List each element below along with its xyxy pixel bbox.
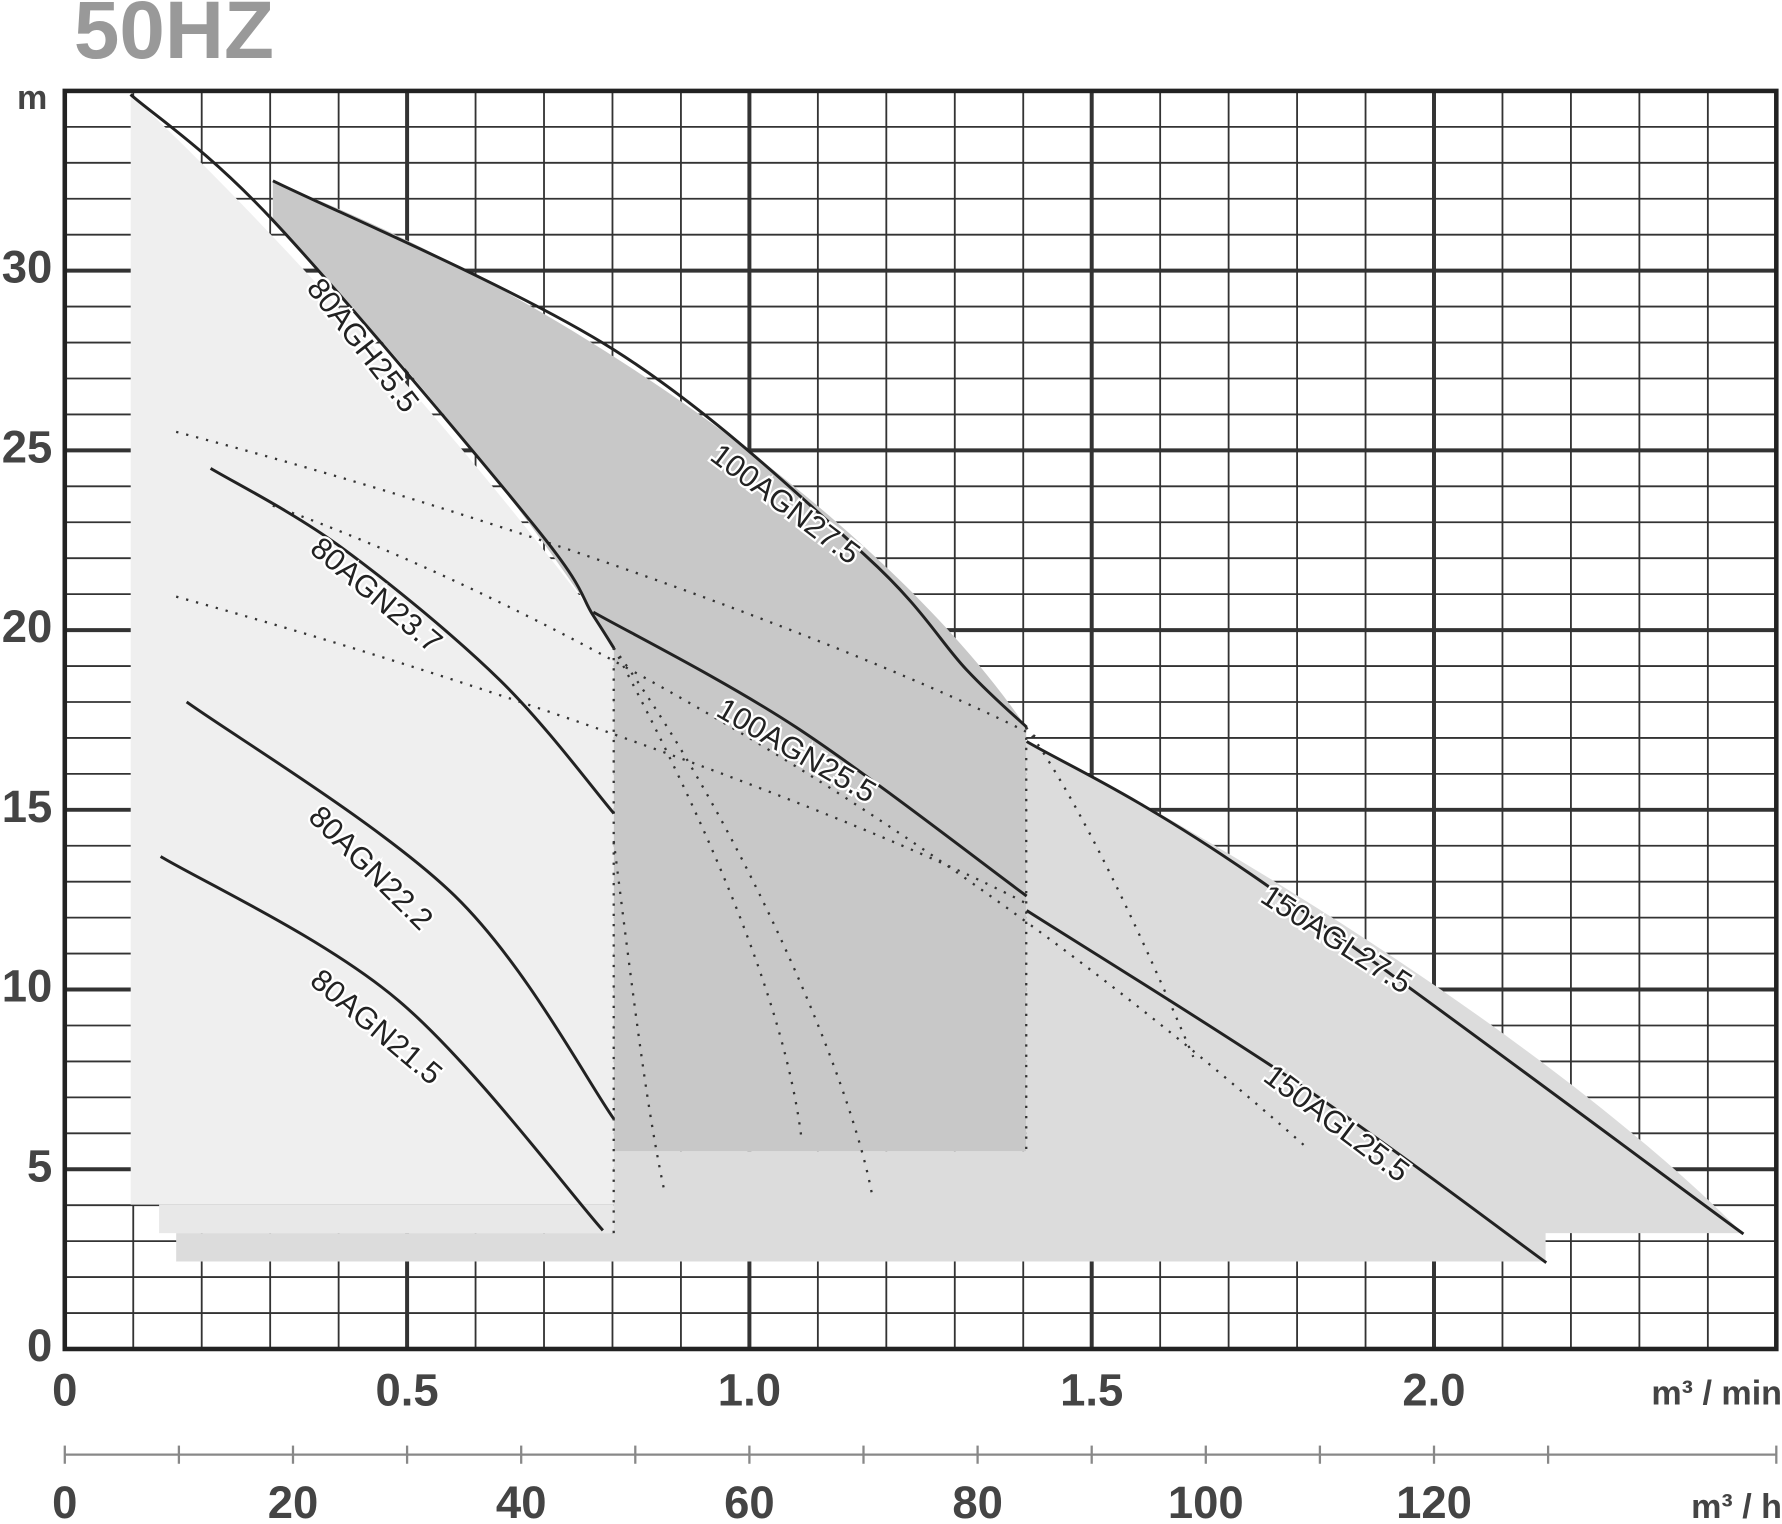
y-tick-label: 25 — [2, 421, 53, 472]
y-tick-label: 5 — [27, 1140, 52, 1191]
y-tick-label: 15 — [2, 781, 53, 832]
y-tick-label: 30 — [2, 242, 53, 293]
x2-tick-label: 0 — [52, 1477, 77, 1524]
pump-curve — [185, 700, 616, 1120]
x-tick-label: 1.0 — [718, 1364, 781, 1415]
dotted-line — [612, 647, 874, 1200]
region — [176, 740, 1743, 1262]
region — [130, 94, 614, 1205]
x-tick-label: 0 — [52, 1364, 77, 1415]
dotted-line — [175, 430, 1041, 740]
pump-curve — [1025, 909, 1548, 1264]
y-tick-label: 20 — [2, 601, 53, 652]
regions — [130, 94, 1743, 1262]
dotted-line — [612, 840, 666, 1194]
x2-tick-label: 20 — [268, 1477, 319, 1524]
pump-curve — [592, 610, 1028, 898]
y-tick-label: 10 — [2, 961, 53, 1012]
plot-frame — [62, 88, 1779, 1352]
region — [272, 181, 1027, 1152]
x2-axis-label: m³ / h — [1691, 1488, 1782, 1524]
region — [159, 1204, 614, 1234]
x-axis-label: m³ / min — [1651, 1375, 1782, 1413]
y-tick-label: 0 — [27, 1320, 52, 1371]
x2-tick-label: 40 — [496, 1477, 547, 1524]
pump-curve — [1025, 740, 1745, 1236]
pump-curve — [159, 855, 604, 1232]
x-tick-label: 1.5 — [1060, 1364, 1123, 1415]
x-tick-label: 2.0 — [1402, 1364, 1465, 1415]
pump-curve — [209, 467, 615, 815]
y-axis-label: m — [17, 79, 47, 117]
pump-curve — [129, 93, 616, 649]
efficiency-lines — [175, 430, 1308, 1234]
x2-tick-label: 100 — [1168, 1477, 1244, 1524]
chart-title: 50HZ — [74, 0, 274, 76]
dotted-line — [272, 504, 1308, 1149]
pump-curve — [272, 179, 1028, 729]
x2-tick-label: 60 — [724, 1477, 775, 1524]
x-tick-label: 0.5 — [376, 1364, 439, 1415]
x2-tick-label: 120 — [1396, 1477, 1472, 1524]
x2-tick-label: 80 — [952, 1477, 1003, 1524]
